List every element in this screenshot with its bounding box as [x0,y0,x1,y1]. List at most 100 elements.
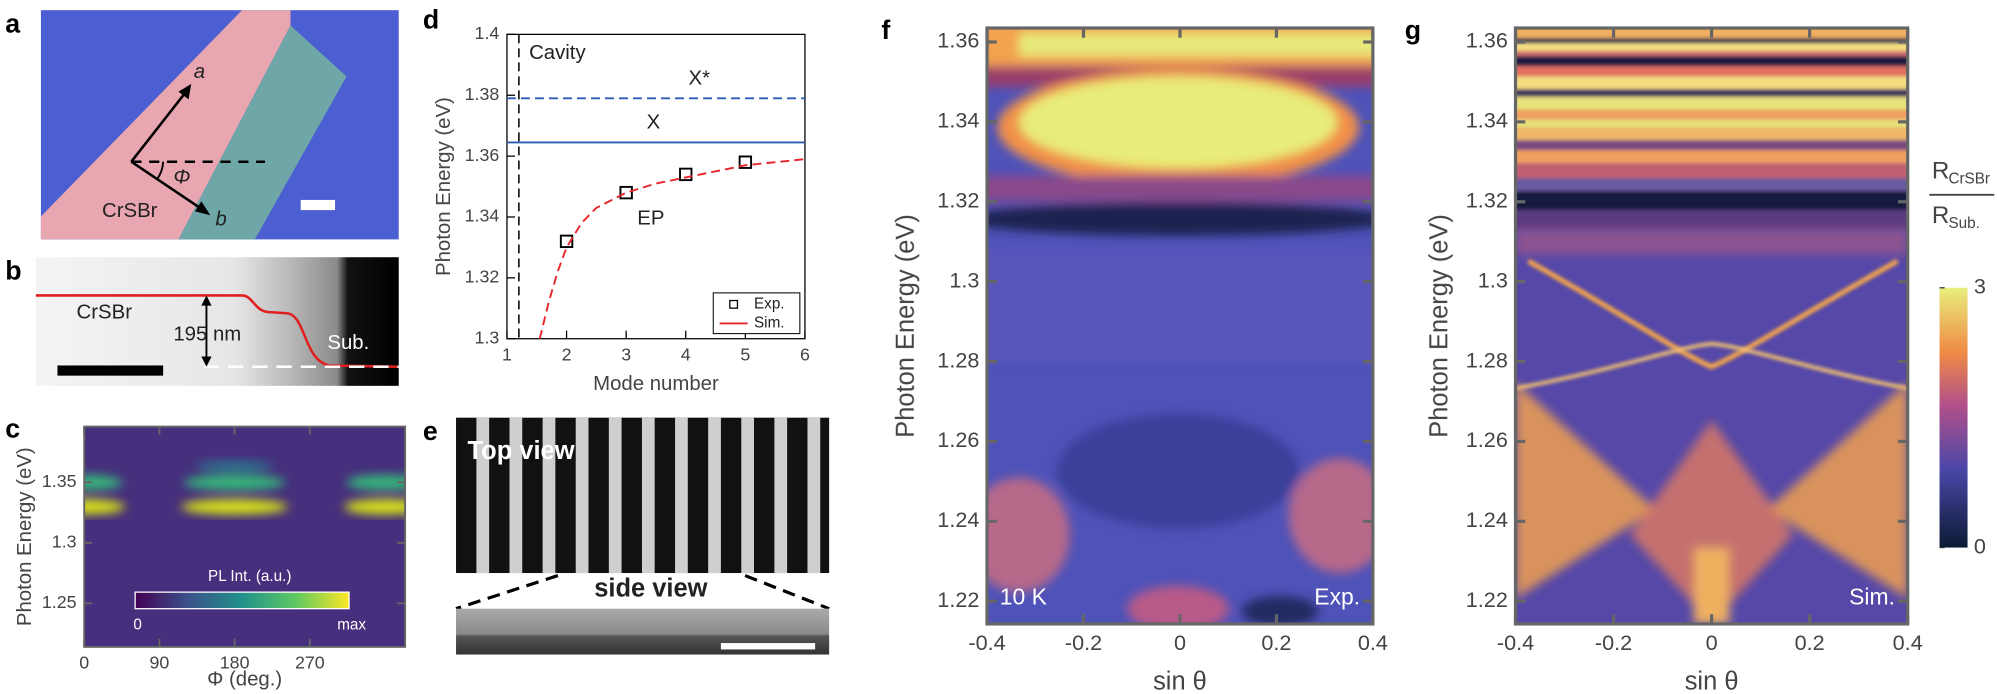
reflectance-map-sim [1515,28,1908,624]
sem-image: Top view side view [455,417,830,655]
image-detail [987,248,1373,363]
image-detail [40,10,291,240]
image-detail [744,574,830,611]
image-detail [1693,547,1730,624]
y-tick-label: 1.36 [937,28,979,53]
image-detail [509,417,523,574]
x-tick-label: 180 [220,653,250,673]
image-detail [300,199,336,211]
legend-label: Sim. [754,314,785,331]
image-detail [156,161,165,181]
y-tick-label: 1.4 [475,23,500,43]
image-detail [1515,56,1908,67]
y-tick-label: 1.3 [949,267,979,292]
x-axis-label: sin θ [1685,667,1739,694]
panel-label: e [423,416,438,446]
image-detail [180,499,288,515]
panel-label: d [423,5,439,35]
x-axis-label: sin θ [1153,667,1207,694]
thickness-label: 195 nm [173,323,241,345]
image-detail [343,499,406,515]
x-tick-label: 90 [149,653,169,673]
reference-label: X [647,112,661,134]
y-axis-label: Photon Energy (eV) [1425,214,1453,438]
image-detail [1515,38,1908,44]
view-label: Top view [467,437,574,465]
y-tick-label: 1.3 [52,531,77,551]
angle-label: Φ [173,167,190,189]
image-detail [720,643,816,650]
plot-frame [83,425,407,648]
image-detail [183,474,286,491]
y-tick-label: 1.36 [465,145,500,165]
y-tick-label: 1.32 [465,267,500,287]
y-tick-label: 1.22 [937,587,979,612]
image-detail [1515,191,1908,211]
x-tick-label: 270 [295,653,325,673]
panel-label: b [5,256,21,286]
image-detail [774,417,788,574]
y-tick-label: 1.35 [42,471,77,491]
annotation: Sim. [1849,584,1895,610]
x-tick-label: -0.4 [968,630,1005,655]
material-label: CrSBr [102,200,158,222]
image-detail [476,417,821,574]
image-detail [1515,66,1908,77]
image-detail [1515,382,1656,599]
x-tick-label: 2 [562,344,572,364]
plot-frame [506,33,806,340]
image-detail [1018,76,1338,169]
annotation: 10 K [1000,584,1048,610]
x-tick-label: 0.4 [1358,630,1388,655]
image-detail [346,474,406,491]
image-detail [1526,258,1899,370]
reflectance-map-exp [987,28,1373,624]
x-tick-label: 6 [800,344,810,364]
y-axis-label: Photon Energy (eV) [14,447,36,626]
y-tick-label: 1.22 [1466,587,1508,612]
colorbar-label: PL Int. (a.u.) [208,568,291,585]
axis-label: a [194,61,205,83]
image-detail [130,90,188,163]
y-tick-label: 1.34 [1466,108,1508,133]
image-detail [1515,96,1908,110]
image-detail [807,417,821,574]
image-detail [1241,595,1319,624]
x-tick-label: 5 [740,344,750,364]
colorbar-tick-label: 3 [1974,274,1986,299]
image-detail [675,417,688,574]
image-detail [1515,127,1908,141]
image-detail [1515,162,1908,179]
image-detail [1515,28,1908,230]
annotation: Exp. [1314,584,1360,610]
x-tick-label: 0 [1706,630,1718,655]
image-detail [641,417,655,574]
x-tick-label: 0.2 [1261,630,1291,655]
y-axis-label: Photon Energy (eV) [892,214,920,438]
image-detail [35,294,399,369]
y-tick-label: 1.24 [1466,507,1508,532]
y-tick-label: 1.28 [1466,347,1508,372]
image-detail [1515,50,1908,57]
x-tick-label: 0 [79,653,89,673]
image-detail [987,477,1070,593]
y-tick-label: 1.26 [937,427,979,452]
x-tick-label: 1 [502,344,512,364]
x-axis-label: Φ (deg.) [207,668,282,690]
image-detail [1515,210,1908,230]
y-tick-label: 1.32 [1466,187,1508,212]
image-detail [1515,43,1908,51]
data-point [738,155,753,169]
y-tick-label: 1.26 [1466,427,1508,452]
x-tick-label: -0.2 [1595,630,1632,655]
colorbar-tick-label: 0 [1974,533,1986,558]
colorbar [134,591,350,610]
image-detail [84,460,406,515]
colorbar-max: max [337,616,366,633]
y-tick-label: 1.25 [42,592,77,612]
data-point [559,234,574,249]
image-detail [196,460,273,472]
y-tick-label: 1.32 [937,187,979,212]
